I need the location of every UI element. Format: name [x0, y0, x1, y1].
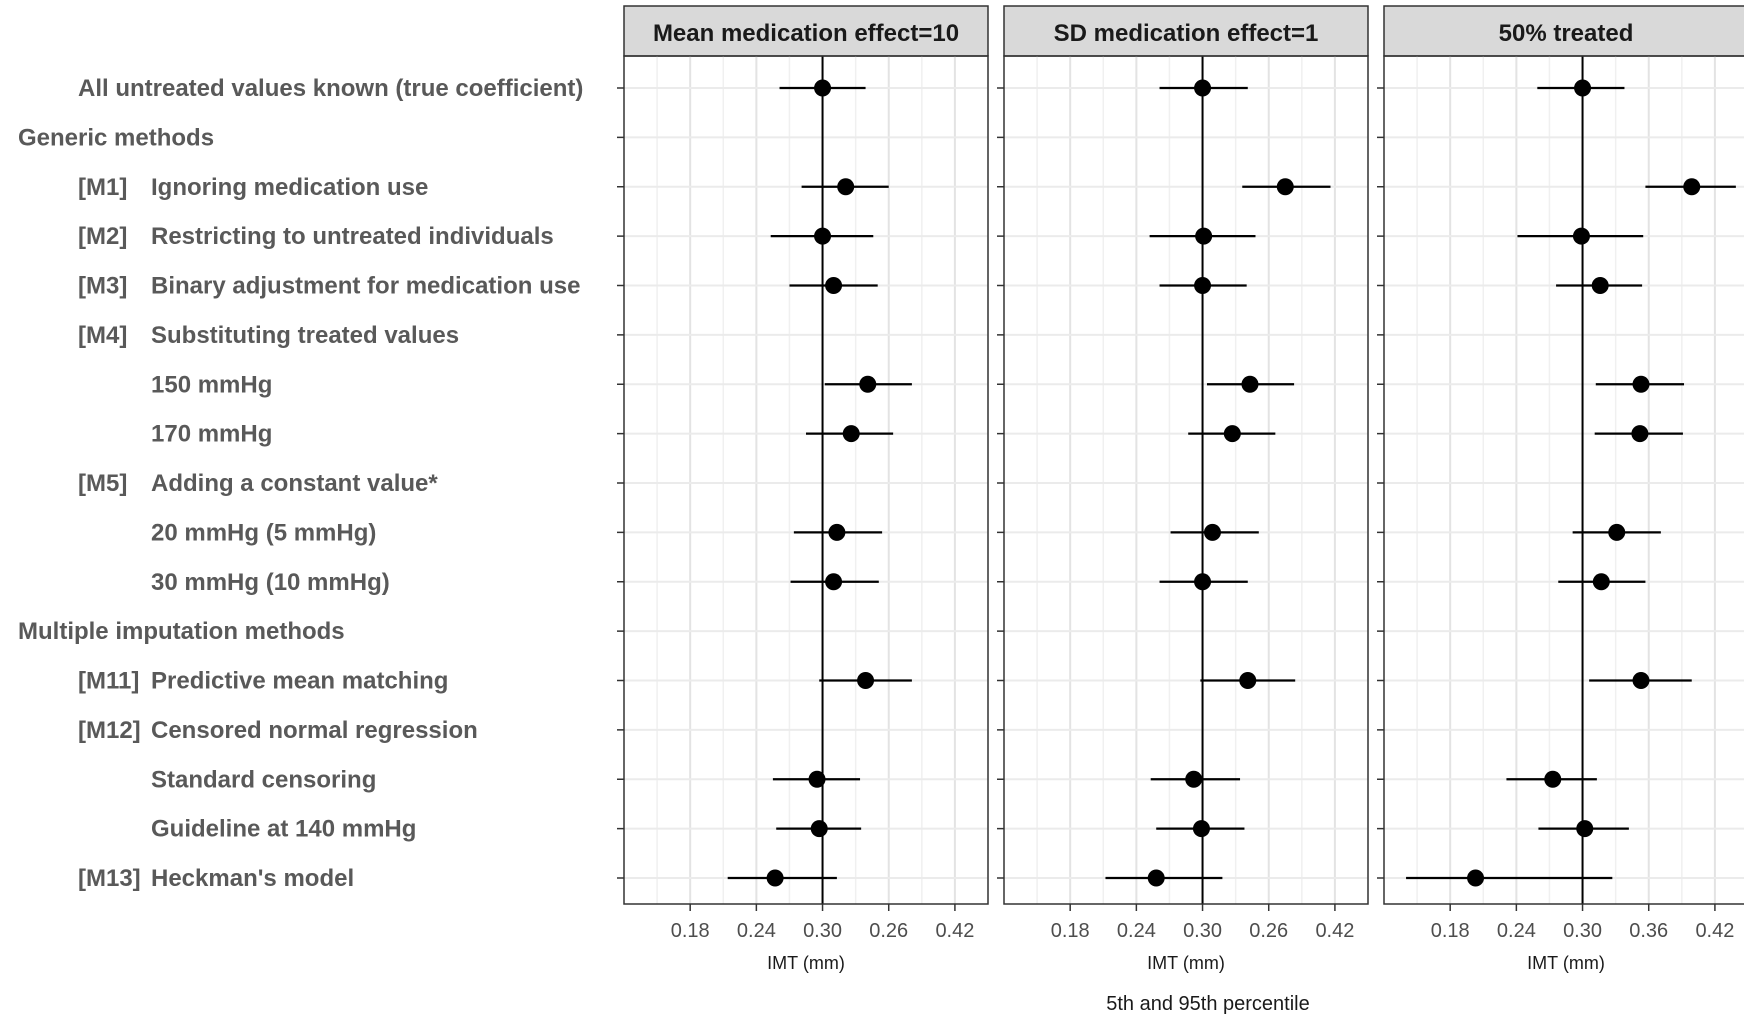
point-estimate: [859, 375, 877, 393]
x-tick-label: 0.26: [1249, 920, 1288, 942]
row-label-adding-a-constant-value: Adding a constant value*: [151, 470, 438, 497]
point-estimate: [825, 277, 843, 294]
row-label-generic-methods: Generic methods: [18, 124, 214, 151]
panels: Mean medication effect=10 0.18 0.24 0.30 0.2…: [617, 5, 1744, 973]
point-estimate: [1223, 425, 1241, 443]
point-estimate: [1194, 79, 1212, 97]
x-tick-label: 0.18: [671, 920, 710, 942]
point-estimate: [1591, 277, 1609, 294]
point-estimate: [1632, 672, 1650, 689]
row-label-150-mmhg: 150 mmHg: [151, 371, 272, 398]
row-label-170-mmhg: 170 mmHg: [151, 421, 272, 448]
row-method-code: [M11]: [78, 668, 139, 695]
point-estimate: [1195, 227, 1213, 245]
point-estimate: [857, 672, 875, 689]
point-estimate: [1683, 178, 1701, 196]
point-estimate: [1608, 523, 1626, 541]
figure-caption: 5th and 95th percentile: [1106, 993, 1310, 1015]
row-label-restricting-to-untreated-individuals: Restricting to untreated individuals: [151, 223, 554, 250]
x-tick-label: 0.42: [1695, 920, 1734, 942]
point-estimate: [766, 869, 784, 887]
row-label-heckman-s-model: Heckman's model: [151, 865, 354, 892]
point-estimate: [1192, 820, 1210, 838]
point-estimate: [808, 770, 826, 788]
point-estimate: [1574, 79, 1592, 97]
row-method-code: [M12]: [78, 717, 141, 744]
point-estimate: [1203, 523, 1221, 541]
x-axis-title: IMT (mm): [1527, 953, 1605, 973]
x-tick-label: 0.24: [1117, 920, 1156, 942]
point-estimate: [814, 227, 832, 245]
row-method-code: [M13]: [78, 865, 141, 892]
x-tick-label: 0.30: [1563, 920, 1602, 942]
point-estimate: [1276, 178, 1294, 196]
point-estimate: [1576, 820, 1594, 838]
point-estimate: [1194, 573, 1212, 591]
panel-border: [623, 55, 989, 905]
panel-title: SD medication effect=1: [1054, 20, 1319, 47]
point-estimate: [1631, 425, 1649, 443]
point-estimate: [1147, 869, 1165, 887]
row-label-substituting-treated-values: Substituting treated values: [151, 322, 459, 349]
point-estimate: [810, 820, 828, 838]
row-label-censored-normal-regression: Censored normal regression: [151, 717, 478, 744]
point-estimate: [1544, 770, 1562, 788]
point-estimate: [814, 79, 832, 97]
panel-3: 50% treated 0.18 0.24 0.30 0.36 0.42 IMT (mm): [1377, 5, 1744, 973]
panel-strip: [623, 5, 989, 57]
row-method-code: [M5]: [78, 470, 127, 497]
point-estimate: [1467, 869, 1485, 887]
row-method-code: [M4]: [78, 322, 127, 349]
x-axis-title: IMT (mm): [1147, 953, 1225, 973]
point-estimate: [1592, 573, 1610, 591]
row-label-binary-adjustment-for-medication-use: Binary adjustment for medication use: [151, 273, 580, 300]
x-tick-label: 0.18: [1431, 920, 1470, 942]
row-method-code: [M3]: [78, 273, 127, 300]
row-label-ignoring-medication-use: Ignoring medication use: [151, 174, 428, 201]
x-tick-label: 0.30: [803, 920, 842, 942]
row-method-code: [M1]: [78, 174, 127, 201]
row-label-all-untreated-values-known-true-coefficient: All untreated values known (true coeffic…: [78, 75, 583, 102]
row-label-multiple-imputation-methods: Multiple imputation methods: [18, 618, 345, 645]
point-estimate: [1241, 375, 1259, 393]
panel-1: Mean medication effect=10 0.18 0.24 0.30 0.2…: [617, 5, 989, 973]
x-tick-label: 0.24: [737, 920, 776, 942]
row-label-20-mmhg-5-mmhg: 20 mmHg (5 mmHg): [151, 519, 376, 546]
panel-strip: [1003, 5, 1369, 57]
x-tick-label: 0.18: [1051, 920, 1090, 942]
x-tick-label: 0.24: [1497, 920, 1536, 942]
x-tick-label: 0.36: [1629, 920, 1668, 942]
panel-border: [1003, 55, 1369, 905]
x-axis-title: IMT (mm): [767, 953, 845, 973]
row-labels: All untreated values known (true coeffic…: [18, 75, 583, 892]
point-estimate: [1632, 375, 1650, 393]
point-estimate: [1194, 277, 1212, 294]
point-estimate: [837, 178, 855, 196]
x-tick-label: 0.30: [1183, 920, 1222, 942]
row-label-30-mmhg-10-mmhg: 30 mmHg (10 mmHg): [151, 569, 390, 596]
point-estimate: [1239, 672, 1257, 689]
point-estimate: [825, 573, 843, 591]
panel-strip: [1383, 5, 1744, 57]
x-tick-label: 0.26: [869, 920, 908, 942]
row-label-predictive-mean-matching: Predictive mean matching: [151, 668, 448, 695]
panel-2: SD medication effect=1 0.18 0.24 0.30 0.26 0.…: [997, 5, 1369, 973]
x-tick-label: 0.42: [1315, 920, 1354, 942]
point-estimate: [842, 425, 860, 443]
panel-border: [1383, 55, 1744, 905]
row-method-code: [M2]: [78, 223, 127, 250]
x-tick-label: 0.42: [935, 920, 974, 942]
point-estimate: [828, 523, 846, 541]
row-label-standard-censoring: Standard censoring: [151, 766, 376, 793]
panel-title: Mean medication effect=10: [653, 20, 959, 47]
row-label-guideline-at-140-mmhg: Guideline at 140 mmHg: [151, 816, 416, 843]
point-estimate: [1185, 770, 1203, 788]
panel-title: 50% treated: [1499, 20, 1634, 47]
point-estimate: [1572, 227, 1590, 245]
